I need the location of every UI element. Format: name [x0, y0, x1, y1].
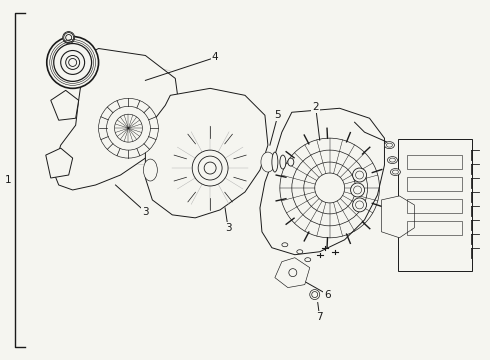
Polygon shape	[146, 88, 268, 218]
Polygon shape	[46, 148, 73, 178]
Bar	[407, 155, 462, 169]
Text: 2: 2	[313, 102, 319, 112]
Circle shape	[69, 58, 76, 67]
Circle shape	[115, 114, 143, 142]
Circle shape	[66, 35, 72, 41]
Circle shape	[47, 37, 98, 88]
Circle shape	[198, 156, 222, 180]
Circle shape	[106, 106, 150, 150]
Ellipse shape	[297, 250, 303, 254]
Circle shape	[204, 162, 216, 174]
Circle shape	[64, 32, 74, 42]
Ellipse shape	[388, 157, 397, 163]
Text: 5: 5	[274, 110, 281, 120]
Ellipse shape	[391, 168, 400, 176]
Ellipse shape	[385, 141, 394, 149]
Text: 3: 3	[142, 207, 148, 217]
Circle shape	[356, 201, 364, 209]
Text: 1: 1	[5, 175, 12, 185]
Ellipse shape	[282, 243, 288, 247]
Polygon shape	[53, 49, 178, 190]
Bar	[407, 221, 462, 235]
Circle shape	[61, 50, 85, 75]
Circle shape	[310, 289, 319, 300]
Text: 6: 6	[324, 289, 331, 300]
Ellipse shape	[280, 155, 286, 169]
Text: 7: 7	[317, 312, 323, 323]
Circle shape	[353, 198, 367, 212]
Text: 3: 3	[225, 223, 231, 233]
Bar	[407, 199, 462, 213]
Circle shape	[354, 186, 362, 194]
Text: 4: 4	[212, 53, 219, 63]
Ellipse shape	[288, 158, 294, 166]
FancyBboxPatch shape	[398, 139, 472, 271]
Ellipse shape	[261, 152, 275, 172]
Polygon shape	[260, 108, 385, 255]
Polygon shape	[275, 258, 310, 288]
Ellipse shape	[144, 159, 157, 181]
Polygon shape	[51, 90, 78, 120]
Circle shape	[66, 55, 80, 69]
Circle shape	[312, 292, 318, 298]
Bar	[407, 177, 462, 191]
Circle shape	[54, 44, 92, 81]
Circle shape	[98, 98, 158, 158]
Circle shape	[350, 183, 365, 197]
Circle shape	[353, 168, 367, 182]
Circle shape	[192, 150, 228, 186]
Ellipse shape	[305, 258, 311, 262]
Circle shape	[63, 32, 74, 44]
Ellipse shape	[272, 152, 278, 172]
Circle shape	[356, 171, 364, 179]
Polygon shape	[382, 196, 415, 238]
